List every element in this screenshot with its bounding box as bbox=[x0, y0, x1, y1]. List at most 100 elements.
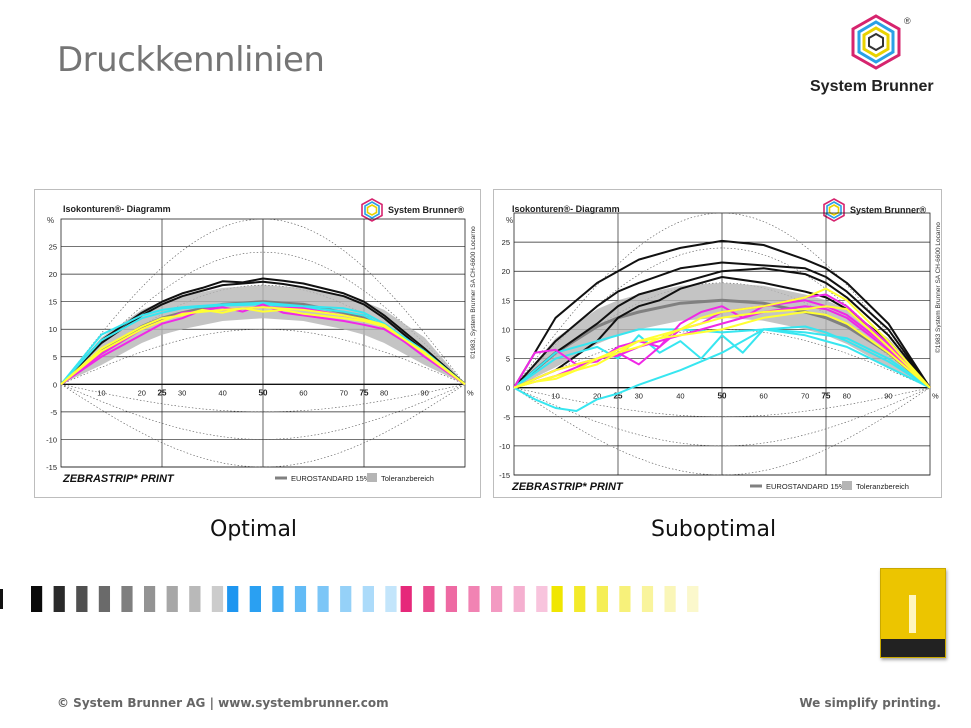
y-tick-label: 25 bbox=[49, 243, 57, 252]
x-tick-label: 25 bbox=[614, 392, 623, 401]
isocontour-arc bbox=[60, 218, 466, 385]
x-tick-label: 80 bbox=[380, 388, 388, 397]
chart-panel-optimal: Isokonturen®- Diagramm% System Brunner® 25… bbox=[34, 189, 481, 498]
legend-tolerance-swatch bbox=[367, 473, 377, 482]
legend-standard-label: EUROSTANDARD 15% bbox=[766, 482, 846, 491]
isocontour-arc bbox=[60, 384, 466, 413]
series-line-0 bbox=[60, 277, 466, 386]
strip-patch-black bbox=[211, 586, 224, 612]
logo-registered-mark: ® bbox=[904, 16, 911, 26]
strip-patch-cyan bbox=[340, 586, 352, 612]
strip-patch-yellow bbox=[608, 586, 620, 612]
chart-side-copyright: ©1983 System Brunner SA CH-6600 Locarno bbox=[934, 222, 941, 353]
x-tick-label: 50 bbox=[259, 388, 268, 397]
strip-patch-cyan bbox=[374, 586, 386, 612]
y-tick-label: 10 bbox=[49, 325, 57, 334]
strip-patch-cyan bbox=[306, 586, 318, 612]
footer-copyright: © System Brunner AG | www.systembrunner.… bbox=[57, 696, 389, 710]
legend-standard-label: EUROSTANDARD 15% bbox=[291, 474, 371, 483]
y-tick-label: -15 bbox=[499, 471, 510, 480]
x-tick-label: 70 bbox=[801, 392, 809, 401]
isocontour-arc bbox=[513, 387, 931, 476]
strip-patch-yellow bbox=[596, 586, 608, 612]
x-tick-label: 30 bbox=[635, 392, 643, 401]
strip-patch-cyan bbox=[272, 586, 284, 612]
strip-patch-black bbox=[76, 586, 88, 612]
strip-patch-black bbox=[166, 586, 178, 612]
strip-edge-mark bbox=[0, 589, 3, 609]
y-tick-label: 15 bbox=[49, 298, 57, 307]
series-line-6 bbox=[60, 307, 466, 386]
series-line-1 bbox=[513, 261, 931, 389]
brand-hexagon-icon bbox=[361, 198, 383, 222]
series-line-3 bbox=[513, 276, 931, 389]
legend-tolerance-label: Toleranzbereich bbox=[856, 482, 909, 491]
strip-patch-cyan bbox=[328, 586, 341, 612]
strip-patch-black bbox=[98, 586, 111, 612]
strip-patch-magenta bbox=[445, 586, 458, 612]
x-tick-label: 40 bbox=[676, 392, 684, 401]
series-line-2 bbox=[513, 267, 931, 389]
y-tick-label: -5 bbox=[503, 413, 510, 422]
x-tick-label: 60 bbox=[299, 388, 307, 397]
strip-patch-cyan bbox=[261, 586, 273, 612]
chart-brand: System Brunner® bbox=[850, 205, 927, 215]
strip-patch-magenta bbox=[411, 586, 424, 612]
series-line-5 bbox=[513, 328, 931, 389]
x-tick-label: 75 bbox=[360, 388, 369, 397]
y-tick-label: -15 bbox=[46, 463, 57, 472]
chart-side-copyright: ©1983, System Brunner SA CH-6600 Locarno bbox=[469, 226, 477, 359]
series-line-7 bbox=[60, 306, 466, 386]
strip-patch-black bbox=[200, 586, 212, 612]
chart-title: Isokonturen®- Diagramm bbox=[512, 204, 620, 214]
x-tick-label: 90 bbox=[884, 392, 892, 401]
x-tick-label: 70 bbox=[340, 388, 348, 397]
strip-patch-black bbox=[155, 586, 167, 612]
chart-title: Isokonturen®- Diagramm bbox=[63, 204, 171, 214]
y-tick-label: 25 bbox=[502, 238, 510, 247]
x-tick-label: 50 bbox=[718, 392, 727, 401]
strip-patch-cyan bbox=[238, 586, 250, 612]
series-line-1 bbox=[60, 280, 466, 386]
brand-logo: ® bbox=[800, 0, 953, 108]
x-tick-label: 20 bbox=[593, 392, 601, 401]
strip-patch-magenta bbox=[434, 586, 446, 612]
y-unit-label: % bbox=[506, 216, 513, 225]
legend-tolerance-label: Toleranzbereich bbox=[381, 474, 434, 483]
y-tick-label: 0 bbox=[506, 384, 510, 393]
strip-patch-black bbox=[132, 586, 144, 612]
strip-patch-magenta bbox=[423, 586, 435, 612]
chart-suboptimal: Isokonturen®- Diagramm% System Brunner® 25… bbox=[499, 198, 942, 493]
strip-patch-black bbox=[144, 586, 156, 612]
strip-patch-magenta bbox=[468, 586, 480, 612]
strip-patch-black bbox=[53, 586, 65, 612]
caption-suboptimal: Suboptimal bbox=[651, 517, 777, 542]
strip-patch-yellow bbox=[551, 586, 563, 612]
strip-patch-magenta bbox=[524, 586, 537, 612]
strip-patch-cyan bbox=[362, 586, 374, 612]
strip-patch-black bbox=[121, 586, 133, 612]
strip-patch-black bbox=[110, 586, 122, 612]
y-tick-label: -10 bbox=[46, 435, 57, 444]
y-unit-label: % bbox=[47, 216, 54, 225]
y-tick-label: -10 bbox=[499, 442, 510, 451]
print-sample-thumbnail bbox=[880, 568, 946, 658]
chart-brand: System Brunner® bbox=[388, 205, 465, 215]
legend-tolerance-swatch bbox=[842, 481, 852, 490]
strip-patch-black bbox=[189, 586, 201, 612]
strip-patch-yellow bbox=[585, 586, 597, 612]
strip-patch-yellow bbox=[574, 586, 586, 612]
isocontour-arc bbox=[513, 387, 931, 418]
color-control-strip bbox=[0, 586, 699, 612]
strip-patch-yellow bbox=[630, 586, 642, 612]
x-unit-label: % bbox=[932, 392, 939, 401]
series-line-11 bbox=[513, 305, 931, 389]
series-line-2 bbox=[60, 301, 466, 386]
strip-patch-yellow bbox=[687, 586, 699, 612]
strip-patch-cyan bbox=[294, 586, 307, 612]
x-tick-label: 80 bbox=[843, 392, 851, 401]
strip-patch-black bbox=[64, 586, 77, 612]
strip-patch-yellow bbox=[664, 586, 676, 612]
y-tick-label: 20 bbox=[502, 267, 510, 276]
sample-bar bbox=[909, 595, 916, 633]
